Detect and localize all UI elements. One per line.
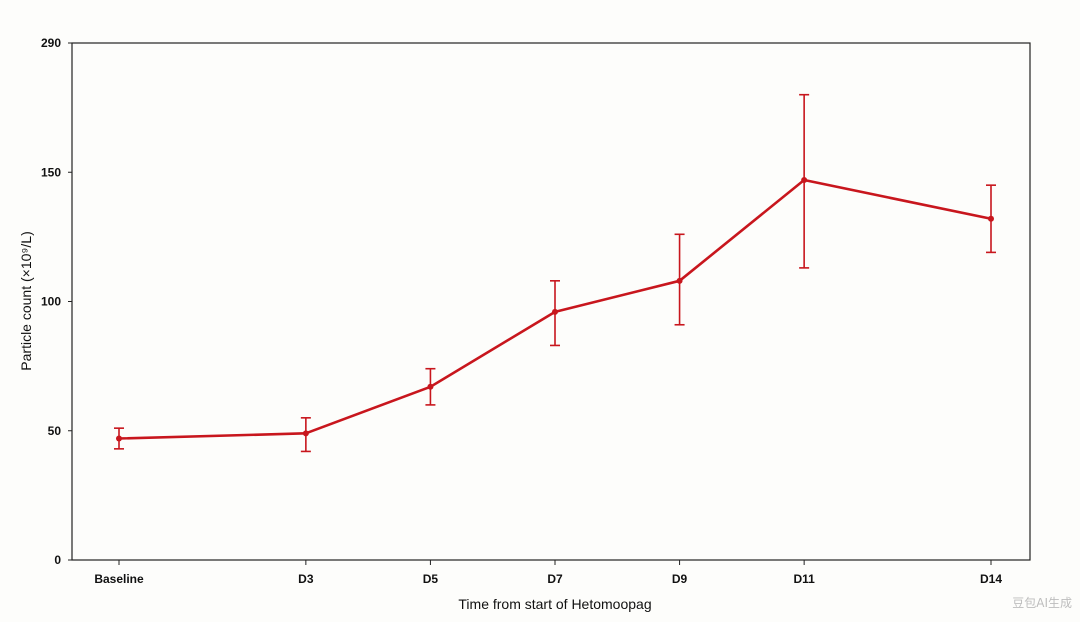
watermark: 豆包AI生成 — [1012, 596, 1072, 610]
data-point — [988, 215, 994, 222]
y-tick-label: 0 — [54, 553, 61, 567]
x-axis: Baseline D3 D5 D7 D9 D11 D14 — [94, 560, 1002, 586]
x-tick-label: D5 — [423, 572, 439, 586]
data-point — [801, 177, 808, 184]
x-tick-label: D3 — [298, 572, 314, 586]
y-axis: 0 50 100 150 290 — [41, 36, 72, 567]
plot-area-frame — [71, 42, 1031, 561]
data-point — [302, 430, 309, 437]
y-tick-label: 100 — [41, 295, 61, 309]
series-layer — [114, 93, 996, 453]
x-axis-title: Time from start of Hetomoopag — [458, 596, 651, 612]
data-point — [116, 435, 122, 442]
data-point — [552, 308, 558, 315]
data-point — [427, 383, 434, 390]
y-tick-label: 50 — [48, 424, 62, 438]
y-axis-title: Particle count (×10⁹/L) — [18, 231, 34, 370]
y-tick-label: 290 — [41, 36, 61, 50]
x-tick-label: D7 — [547, 572, 563, 586]
x-tick-label: Baseline — [94, 572, 144, 586]
data-point — [676, 277, 683, 284]
x-tick-label: D9 — [672, 572, 688, 586]
y-tick-label: 150 — [41, 165, 61, 179]
x-tick-label: D14 — [980, 572, 1002, 586]
x-tick-label: D11 — [793, 572, 815, 586]
